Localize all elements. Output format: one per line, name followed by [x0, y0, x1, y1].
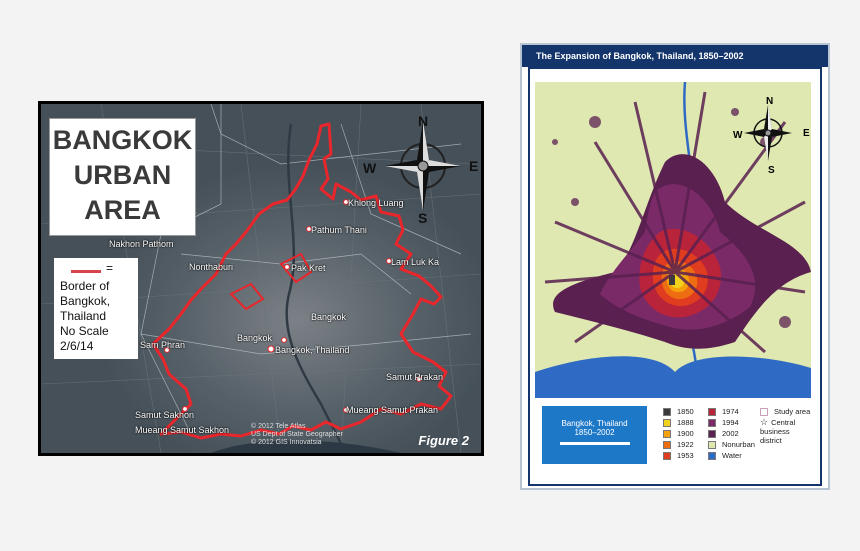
bangkok-urban-area-map-figure: BANGKOK URBAN AREA = Border of Bangkok, …: [38, 101, 484, 456]
compass-n: N: [418, 113, 429, 129]
map-title-box: BANGKOK URBAN AREA: [49, 118, 196, 236]
border-line-swatch: [71, 270, 101, 273]
legend-line-1: Border of: [60, 279, 110, 293]
title-line-1: BANGKOK: [52, 125, 193, 155]
label-lam-luk-ka: Lam Luk Ka: [391, 257, 440, 267]
legend-nonurban: Nonurban: [708, 440, 755, 450]
legend-cbd: ☆ Central business district: [760, 417, 796, 446]
exp-compass-n: N: [766, 96, 774, 107]
legend-equals: =: [106, 261, 114, 275]
legend-line-4: No Scale: [60, 324, 109, 338]
exp-compass-e: E: [803, 128, 810, 139]
map-legend: = Border of Bangkok, Thailand No Scale 2…: [54, 258, 138, 359]
figure-caption: Figure 2: [418, 433, 469, 448]
legend-line-3: Thailand: [60, 309, 107, 323]
legend-1850: 1850: [663, 407, 694, 417]
label-pak-kret: Pak Kret: [291, 263, 326, 273]
exp-compass-w: W: [733, 130, 743, 141]
label-khlong-luang: Khlong Luang: [348, 198, 404, 208]
star-icon: ☆: [760, 417, 769, 427]
expansion-of-bangkok-map: The Expansion of Bangkok, Thailand, 1850…: [520, 43, 830, 490]
label-bangkok-thailand: Bangkok, Thailand: [275, 345, 350, 355]
legend-line-2: Bangkok,: [60, 294, 111, 308]
satellite-map: BANGKOK URBAN AREA = Border of Bangkok, …: [41, 104, 481, 453]
compass-s: S: [418, 210, 428, 226]
expansion-compass-icon: [744, 105, 792, 161]
compass-e: E: [469, 158, 479, 174]
legend-1888: 1888: [663, 418, 694, 428]
legend-line-5: 2/6/14: [60, 339, 94, 353]
copyright-line-3: © 2012 GIS Innovatsia: [251, 439, 322, 446]
legend-water: Water: [708, 451, 742, 461]
label-nakhon-pathom: Nakhon Pathom: [109, 239, 174, 249]
legend-1974: 1974: [708, 407, 739, 417]
label-bangkok: Bangkok: [311, 312, 347, 322]
label-nonthaburi: Nonthaburi: [189, 262, 234, 272]
scale-bar: [559, 442, 630, 445]
label-mueang-samut-sakhon: Mueang Samut Sakhon: [135, 425, 230, 435]
expansion-title: The Expansion of Bangkok, Thailand, 1850…: [522, 45, 828, 67]
legend-study-area: Study area: [760, 407, 810, 417]
label-mueang-samut-prakan: Mueang Samut Prakan: [346, 405, 439, 415]
expansion-key-box: Bangkok, Thailand 1850–2002: [542, 406, 647, 464]
label-samut-sakhon: Samut Sakhon: [135, 410, 195, 420]
title-line-2: URBAN: [73, 160, 172, 190]
legend-1994: 1994: [708, 418, 739, 428]
label-samut-prakan: Samut Prakan: [386, 372, 444, 382]
legend-1953: 1953: [663, 451, 694, 461]
urban-growth-map: [535, 82, 811, 398]
legend-1922: 1922: [663, 440, 694, 450]
exp-compass-s: S: [768, 165, 775, 176]
key-title-line-1: Bangkok, Thailand: [561, 419, 628, 428]
expansion-frame: [528, 67, 822, 486]
compass-w: W: [363, 160, 377, 176]
compass-rose-icon: [385, 121, 461, 211]
title-line-3: AREA: [84, 195, 161, 225]
legend-2002: 2002: [708, 429, 739, 439]
label-bangkok-pin: Bangkok: [237, 333, 273, 343]
copyright-line-1: © 2012 Tele Atlas: [251, 423, 306, 430]
label-sam-phran: Sam Phran: [140, 340, 186, 350]
copyright-line-2: US Dept of State Geographer: [251, 431, 343, 438]
legend-1900: 1900: [663, 429, 694, 439]
key-title-line-2: 1850–2002: [574, 428, 615, 437]
label-pathum-thani: Pathum Thani: [311, 225, 367, 235]
